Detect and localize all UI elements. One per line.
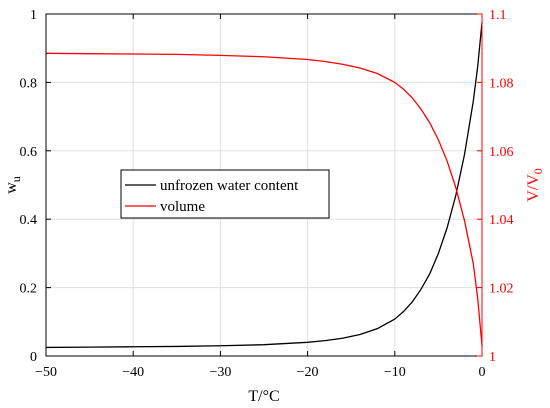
y-left-tick-label-4: 0.8 [20, 76, 38, 91]
series-layer [45, 22, 483, 349]
y-right-tick-label-2: 1.04 [489, 213, 514, 228]
axis-ticks [45, 13, 483, 357]
y-right-tick-label-1: 1.02 [489, 282, 514, 297]
y-right-tick-label-3: 1.06 [489, 145, 514, 160]
legend-label-volume: volume [160, 199, 205, 215]
y-left-tick-label-1: 0.2 [20, 282, 38, 297]
x-tick-label-1: −40 [122, 365, 144, 380]
y-axis-right-title-main: V/V [525, 174, 542, 202]
x-tick-label-2: −30 [209, 365, 231, 380]
y-axis-left-title-sub: u [9, 176, 23, 182]
x-tick-label-4: −10 [384, 365, 406, 380]
series-line-unfrozen-water-content [45, 22, 483, 349]
y-axis-right-title-sub: 0 [531, 168, 545, 174]
legend: unfrozen water content volume [120, 169, 330, 219]
y-right-tick-label-4: 1.08 [489, 76, 514, 91]
x-tick-label-3: −20 [297, 365, 319, 380]
legend-box [120, 169, 330, 219]
y-axis-left-title: wu [3, 176, 23, 194]
y-left-tick-label-0: 0 [30, 350, 37, 365]
y-left-tick-label-2: 0.4 [20, 213, 38, 228]
y-axis-left-title-main: w [3, 182, 20, 194]
y-right-tick-label-0: 1 [489, 350, 496, 365]
series-line-volume [45, 52, 483, 346]
x-axis-title: T/°C [248, 388, 279, 405]
x-tick-label-5: 0 [479, 365, 486, 380]
x-tick-label-0: −50 [35, 365, 57, 380]
y-left-tick-label-3: 0.6 [20, 145, 38, 160]
y-axis-right-title: V/V0 [525, 168, 545, 202]
legend-label-unfrozen-water-content: unfrozen water content [160, 178, 299, 194]
tick-labels: −50 −40 −30 −20 −10 0 0 0.2 0.4 0.6 0.8 1 1 1.02 1.04 1… [20, 8, 514, 380]
y-right-tick-label-5: 1.1 [489, 8, 507, 23]
y-left-tick-label-5: 1 [30, 8, 37, 23]
